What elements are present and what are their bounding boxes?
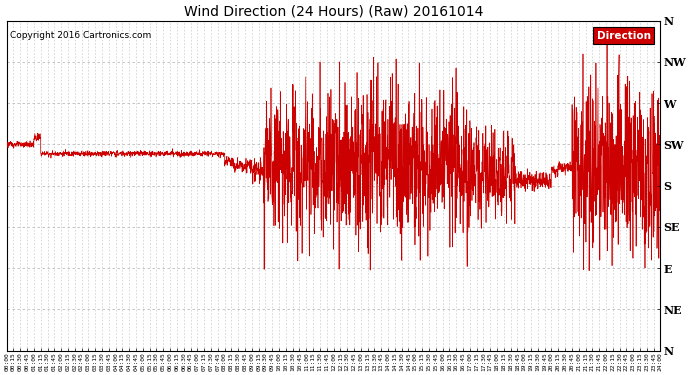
- Text: Copyright 2016 Cartronics.com: Copyright 2016 Cartronics.com: [10, 31, 151, 40]
- Text: Direction: Direction: [597, 31, 651, 40]
- Title: Wind Direction (24 Hours) (Raw) 20161014: Wind Direction (24 Hours) (Raw) 20161014: [184, 4, 483, 18]
